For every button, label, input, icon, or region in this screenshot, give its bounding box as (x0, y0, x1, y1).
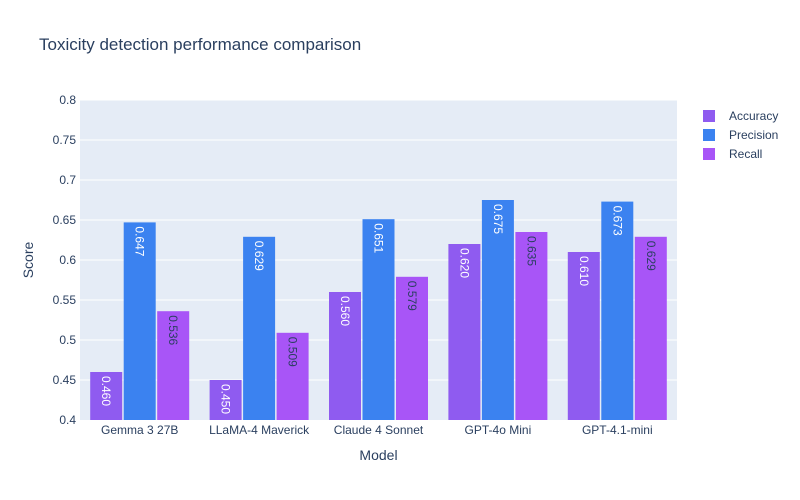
legend-label-recall: Recall (729, 147, 762, 161)
bar-precision-1 (243, 236, 276, 420)
bar-recall-3 (515, 232, 548, 420)
bar-value-label: 0.629 (252, 241, 266, 271)
bar-recall-1 (276, 332, 309, 420)
y-axis-title: Score (20, 242, 36, 279)
x-axis-ticks: Gemma 3 27B LLaMA-4 Maverick Claude 4 Sonn… (101, 423, 653, 437)
bar-accuracy-2 (329, 292, 361, 420)
bar-value-label: 0.579 (405, 281, 419, 311)
bars (90, 200, 667, 420)
bar-precision-2 (362, 219, 395, 420)
y-tick-label: 0.65 (53, 213, 77, 227)
bar-value-label: 0.651 (372, 223, 386, 253)
bar-value-label: 0.560 (338, 296, 352, 326)
bar-value-label: 0.610 (577, 256, 591, 286)
legend-swatch-accuracy (703, 110, 715, 122)
bar-precision-4 (601, 201, 634, 420)
y-tick-label: 0.7 (59, 173, 76, 187)
x-tick-label: Gemma 3 27B (101, 423, 178, 437)
bar-value-label: 0.536 (166, 315, 180, 345)
x-tick-label: GPT-4o Mini (465, 423, 532, 437)
bar-value-label: 0.675 (491, 204, 505, 234)
bar-value-label: 0.629 (644, 241, 658, 271)
bar-value-label: 0.460 (99, 376, 113, 406)
chart-title: Toxicity detection performance compariso… (39, 35, 361, 54)
bar-precision-3 (481, 200, 514, 420)
bar-accuracy-0 (90, 372, 123, 420)
legend-swatch-precision (703, 129, 715, 141)
y-tick-label: 0.55 (53, 293, 77, 307)
y-tick-label: 0.6 (59, 253, 76, 267)
x-tick-label: GPT-4.1-mini (582, 423, 653, 437)
bar-recall-4 (634, 236, 667, 420)
y-tick-label: 0.5 (59, 333, 76, 347)
bar-recall-0 (157, 311, 190, 420)
legend-label-precision: Precision (729, 128, 778, 142)
bar-accuracy-1 (209, 380, 242, 420)
bar-value-labels: 0.460 0.647 0.536 0.450 0.629 0.509 0.560 0.651… (99, 204, 658, 414)
bar-recall-2 (396, 276, 428, 420)
y-tick-label: 0.8 (59, 93, 76, 107)
bar-value-label: 0.509 (286, 337, 300, 367)
bar-accuracy-4 (567, 252, 600, 420)
bar-value-label: 0.620 (457, 248, 471, 278)
legend-swatch-recall (703, 148, 715, 160)
x-tick-label: Claude 4 Sonnet (334, 423, 424, 437)
legend: Accuracy Precision Recall (703, 109, 778, 161)
x-tick-label: LLaMA-4 Maverick (209, 423, 310, 437)
legend-label-accuracy: Accuracy (729, 109, 778, 123)
bar-accuracy-3 (448, 244, 481, 420)
bar-value-label: 0.450 (219, 384, 233, 414)
y-axis-ticks: 0.4 0.45 0.5 0.55 0.6 0.65 0.7 0.75 0.8 (53, 93, 77, 427)
y-tick-label: 0.4 (59, 413, 76, 427)
x-axis-title: Model (359, 447, 397, 463)
bar-value-label: 0.635 (524, 236, 538, 266)
bar-value-label: 0.647 (133, 226, 147, 256)
y-tick-label: 0.75 (53, 133, 77, 147)
bar-precision-0 (123, 222, 156, 420)
y-tick-label: 0.45 (53, 373, 77, 387)
bar-value-label: 0.673 (610, 206, 624, 236)
